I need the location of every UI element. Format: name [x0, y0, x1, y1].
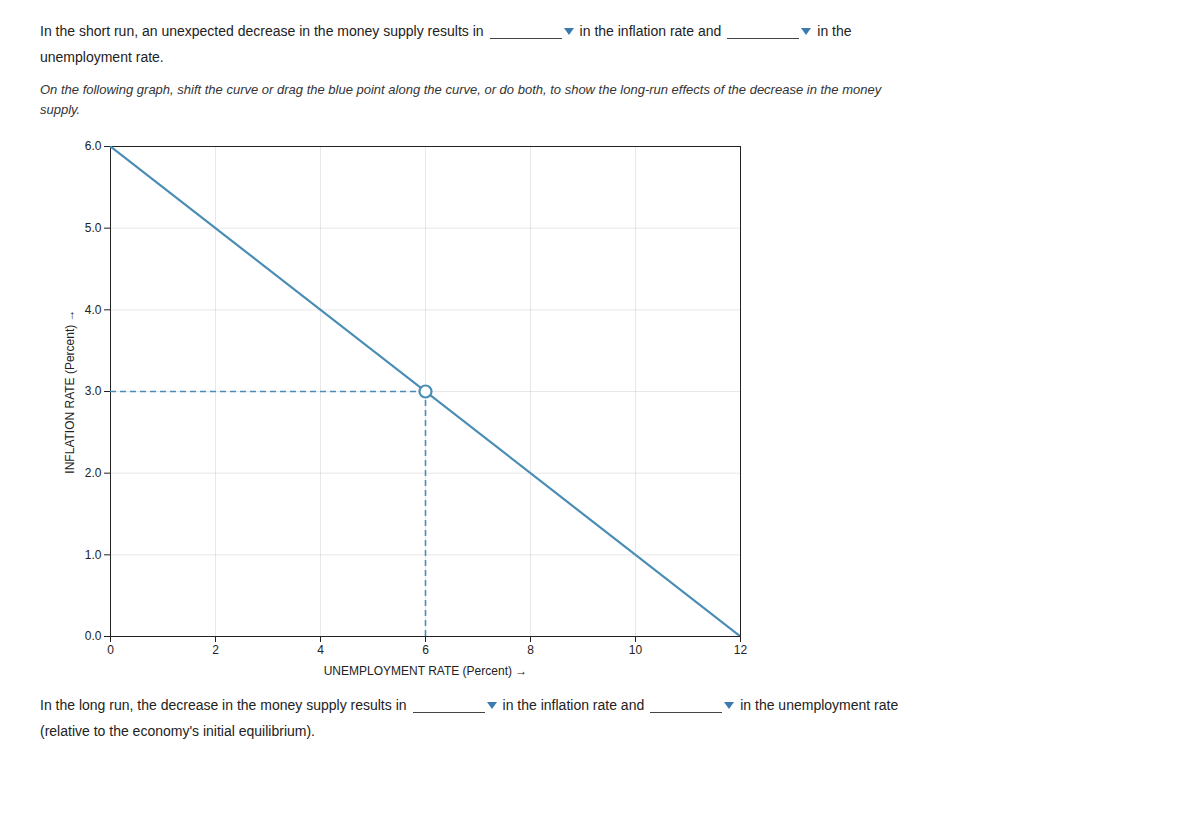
html-text:unemployment rate.: unemployment rate. [40, 49, 164, 65]
html-text:On the following graph, shift: On the following graph, shift the curve … [40, 82, 882, 97]
svg-text:4.0: 4.0 [85, 303, 102, 317]
svg-text:12: 12 [734, 643, 748, 657]
html-text:(relative to the economy's ini: (relative to the economy's initial equil… [40, 723, 315, 739]
svg-text:6.0: 6.0 [85, 139, 102, 153]
html-text:In the long run, the decrease: In the long run, the decrease in the mon… [40, 697, 407, 713]
svg-text:10: 10 [629, 643, 643, 657]
svg-text:8: 8 [527, 643, 534, 657]
svg-text:2.0: 2.0 [85, 466, 102, 480]
svg-text:6: 6 [422, 643, 429, 657]
html-text:in the unemployment rate: in the unemployment rate [740, 697, 899, 713]
html-text:in the: in the [817, 23, 852, 39]
html-text:In the short run, an unexpecte: In the short run, an unexpected decrease… [40, 23, 484, 39]
svg-text:0: 0 [107, 643, 114, 657]
html-text:supply.: supply. [40, 102, 81, 117]
html-text:in the inflation rate and: in the inflation rate and [502, 697, 645, 713]
svg-text:3.0: 3.0 [85, 384, 102, 398]
svg-text:0.0: 0.0 [85, 629, 102, 643]
svg-text:1.0: 1.0 [85, 548, 102, 562]
svg-text:5.0: 5.0 [85, 221, 102, 235]
svg-text:4: 4 [317, 643, 324, 657]
html-text:in the inflation rate and: in the inflation rate and [579, 23, 722, 39]
svg-text:2: 2 [212, 643, 219, 657]
svg-text:INFLATION RATE (Percent) →: INFLATION RATE (Percent) → [63, 309, 77, 473]
svg-text:UNEMPLOYMENT RATE (Percent) →: UNEMPLOYMENT RATE (Percent) → [324, 664, 528, 678]
